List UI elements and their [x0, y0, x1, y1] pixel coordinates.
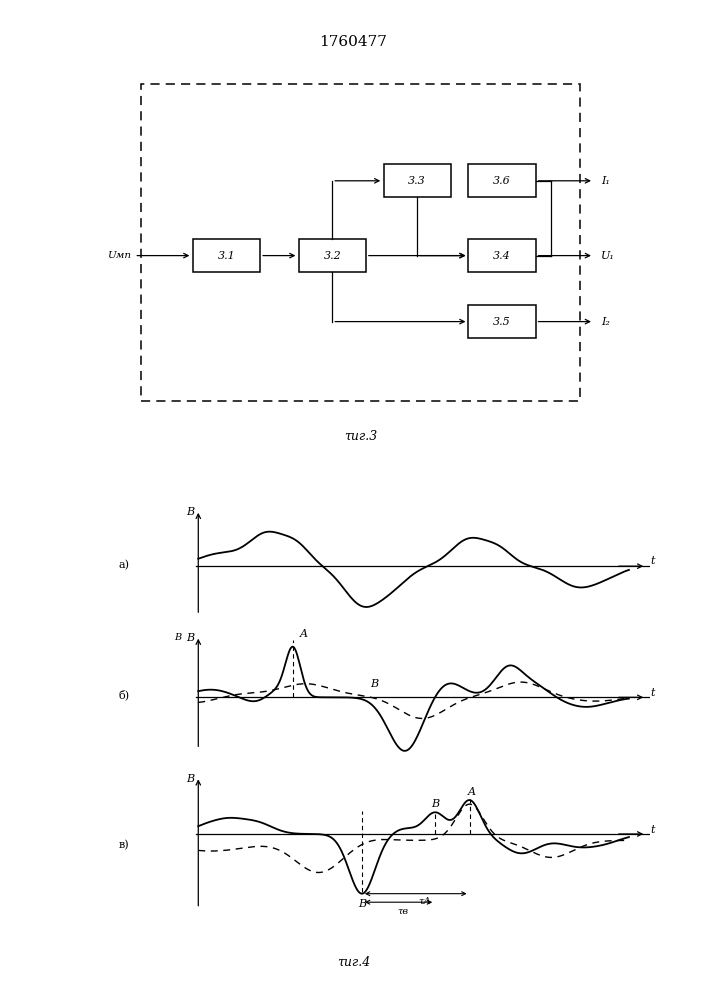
Text: U₁: U₁ — [601, 251, 615, 261]
Bar — [299, 239, 366, 272]
Text: 1760477: 1760477 — [320, 35, 387, 49]
Text: A: A — [468, 787, 476, 797]
Bar — [469, 164, 536, 197]
Text: B: B — [186, 774, 194, 784]
Text: I₂: I₂ — [601, 317, 610, 327]
Bar — [141, 84, 580, 401]
Text: 3.5: 3.5 — [493, 317, 511, 327]
Text: t: t — [650, 556, 655, 566]
Bar — [384, 164, 451, 197]
Text: τиг.4: τиг.4 — [337, 956, 370, 968]
Text: 3.1: 3.1 — [217, 251, 235, 261]
Text: B: B — [431, 799, 439, 809]
Text: в): в) — [118, 840, 129, 850]
Bar — [193, 239, 260, 272]
Text: а): а) — [118, 560, 129, 570]
Text: B: B — [370, 679, 379, 689]
Text: B: B — [186, 507, 194, 517]
Text: Uмп: Uмп — [107, 251, 131, 260]
Text: б): б) — [118, 690, 129, 700]
Text: 3.3: 3.3 — [408, 176, 426, 186]
Text: B: B — [186, 633, 194, 643]
Bar — [469, 239, 536, 272]
Text: B: B — [358, 899, 366, 909]
Text: B: B — [174, 633, 181, 642]
Text: τА: τА — [418, 897, 431, 906]
Text: I₁: I₁ — [601, 176, 610, 186]
Text: A: A — [300, 629, 308, 639]
Text: t: t — [650, 688, 655, 698]
Bar — [469, 305, 536, 338]
Text: t: t — [650, 825, 655, 835]
Text: τв: τв — [397, 906, 409, 915]
Text: τиг.3: τиг.3 — [344, 430, 378, 442]
Text: 3.6: 3.6 — [493, 176, 511, 186]
Text: 3.4: 3.4 — [493, 251, 511, 261]
Text: 3.2: 3.2 — [323, 251, 341, 261]
